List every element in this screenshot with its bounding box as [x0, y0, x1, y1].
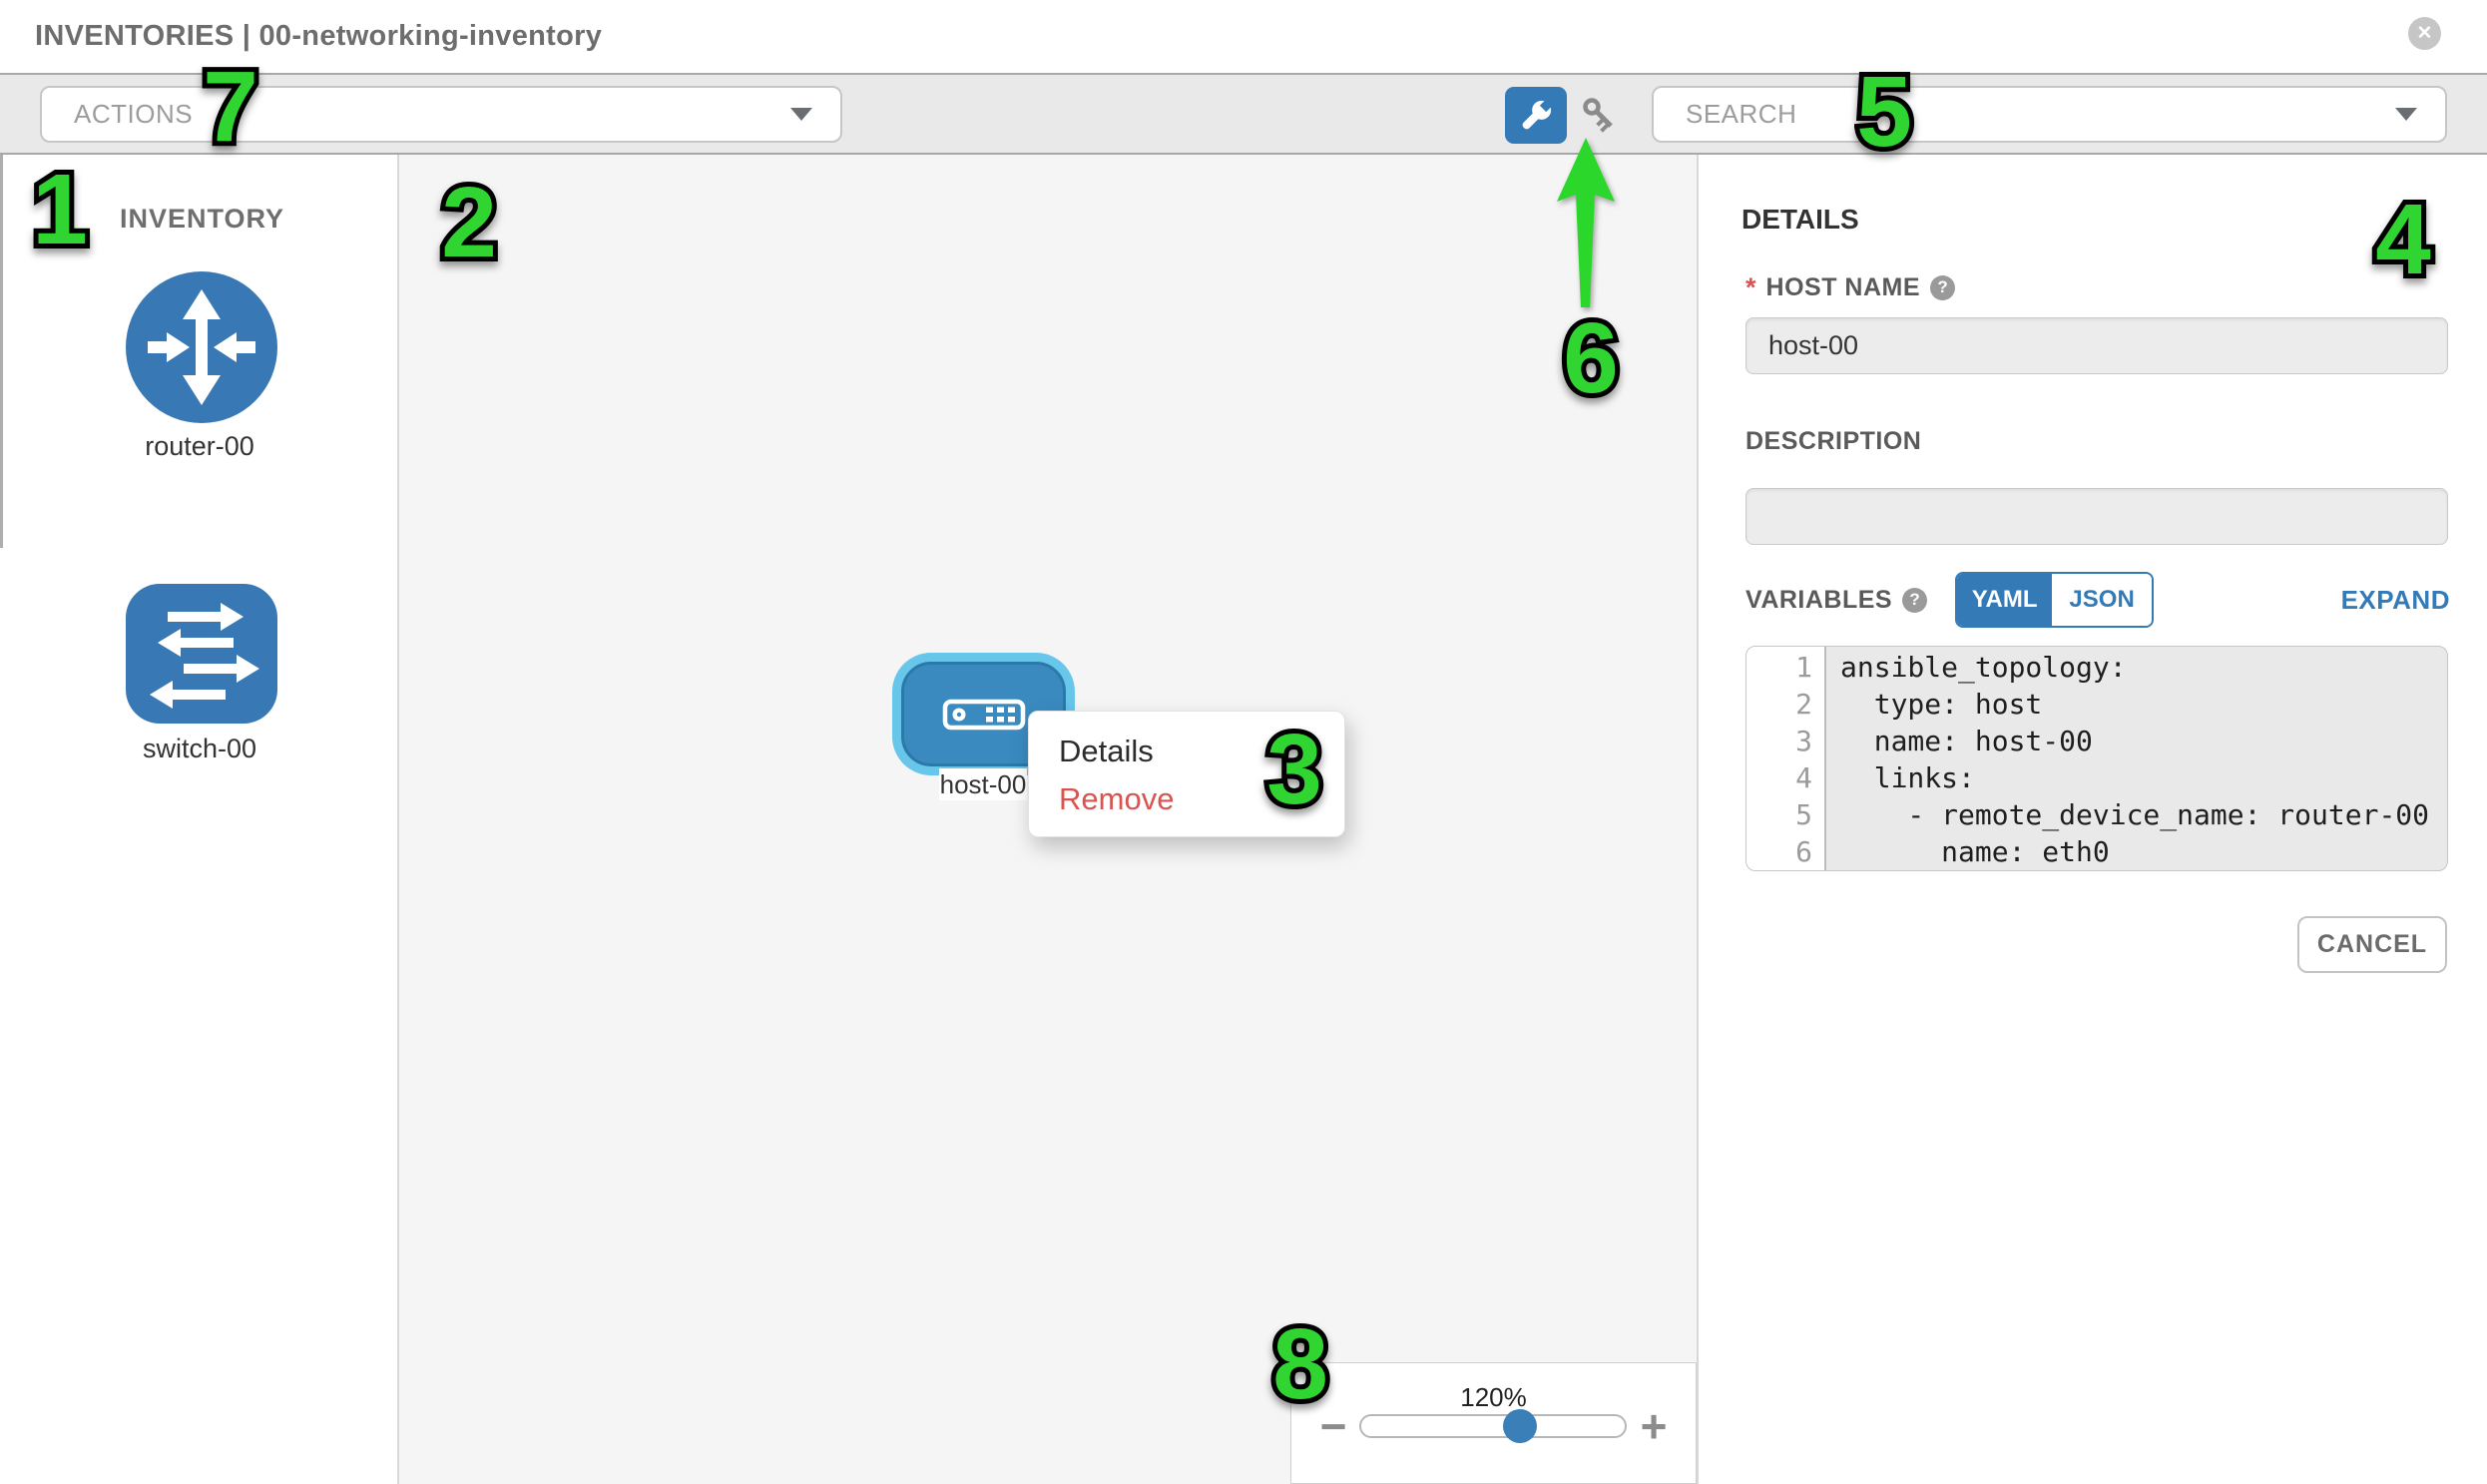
key-icon[interactable]: [1580, 97, 1626, 141]
annotation-arrow-up-icon: [1556, 138, 1616, 314]
variables-code-editor[interactable]: 1 2 3 4 5 6 7 ansible_topology: type: ho…: [1745, 646, 2448, 871]
palette-item-switch[interactable]: [126, 584, 277, 729]
actions-dropdown[interactable]: ACTIONS: [40, 86, 842, 143]
code-line: - remote_device_name: router-00: [1840, 798, 2430, 831]
toolbar-button[interactable]: [1505, 87, 1567, 144]
code-line: name: eth0: [1840, 835, 2110, 868]
description-field-label: DESCRIPTION: [1745, 427, 1922, 455]
code-line: type: host: [1840, 688, 2043, 721]
code-area[interactable]: ansible_topology: type: host name: host-…: [1826, 647, 2447, 870]
help-icon[interactable]: ?: [1930, 274, 1956, 300]
annotation-badge-1: 1: [27, 154, 93, 265]
zoom-level-readout: 120%: [1460, 1382, 1527, 1412]
line-number: 6: [1795, 835, 1812, 868]
search-dropdown-label: SEARCH: [1686, 99, 1797, 129]
switch-icon: [126, 584, 277, 724]
toggle-json[interactable]: JSON: [2052, 574, 2153, 626]
annotation-badge-4: 4: [2370, 184, 2436, 295]
code-line: links:: [1840, 761, 1975, 794]
chevron-down-icon: [2395, 108, 2417, 121]
context-menu-item-remove[interactable]: Remove: [1059, 781, 1175, 816]
required-asterisk: *: [1745, 271, 1756, 302]
cancel-button[interactable]: CANCEL: [2297, 916, 2447, 973]
code-line: name: host-00: [1840, 725, 2093, 757]
help-icon[interactable]: ?: [1902, 587, 1928, 613]
line-number: 5: [1795, 798, 1812, 831]
router-icon: [126, 271, 277, 423]
code-line: remote_interface_name: eth0: [1840, 870, 2447, 871]
variables-field-label: VARIABLES: [1745, 585, 1893, 614]
palette-item-router[interactable]: [126, 271, 277, 428]
host-node-label: host-00: [939, 768, 1027, 800]
annotation-badge-5: 5: [1851, 56, 1917, 168]
page-title: INVENTORIES | 00-networking-inventory: [35, 20, 603, 52]
inventory-palette-title: INVENTORY: [120, 204, 285, 234]
host-icon: [942, 699, 1025, 730]
zoom-slider-knob[interactable]: [1503, 1409, 1537, 1443]
chevron-down-icon: [790, 108, 812, 121]
line-number: 4: [1795, 761, 1812, 794]
line-number: 3: [1795, 725, 1812, 757]
annotation-badge-6: 6: [1558, 302, 1624, 414]
annotation-badge-2: 2: [436, 167, 502, 278]
toggle-yaml[interactable]: YAML: [1957, 574, 2053, 626]
hostname-field-label: HOST NAME: [1765, 272, 1921, 301]
variables-row: VARIABLES ? YAML JSON EXPAND: [1745, 572, 2450, 628]
line-number: 2: [1795, 688, 1812, 721]
toolbar: ACTIONS SEARCH: [0, 73, 2487, 155]
hostname-input[interactable]: host-00: [1745, 317, 2448, 374]
code-line: ansible_topology:: [1840, 651, 2127, 684]
zoom-out-button[interactable]: −: [1319, 1400, 1347, 1452]
annotation-badge-3: 3: [1261, 714, 1327, 825]
actions-dropdown-label: ACTIONS: [74, 99, 194, 129]
close-icon[interactable]: ✕: [2408, 17, 2441, 50]
annotation-badge-7: 7: [198, 51, 263, 163]
context-menu-item-details[interactable]: Details: [1059, 734, 1154, 768]
palette-item-label: switch-00: [142, 734, 257, 763]
line-number: 7: [1746, 870, 1812, 871]
line-number: 1: [1795, 651, 1812, 684]
variables-format-toggle: YAML JSON: [1955, 572, 2155, 628]
zoom-in-button[interactable]: +: [1640, 1400, 1668, 1452]
wrench-icon: [1522, 98, 1553, 129]
details-panel-title: DETAILS: [1741, 204, 1859, 235]
node-context-menu: Details Remove: [1028, 711, 1345, 837]
expand-link[interactable]: EXPAND: [2340, 584, 2450, 615]
annotation-badge-8: 8: [1267, 1308, 1333, 1420]
description-input[interactable]: [1745, 488, 2448, 545]
sidebar-scroll-track: [0, 155, 3, 548]
code-gutter: 1 2 3 4 5 6 7: [1746, 647, 1826, 870]
header: INVENTORIES | 00-networking-inventory ✕: [0, 0, 2487, 73]
hostname-field-row: * HOST NAME ?: [1745, 269, 1956, 305]
zoom-slider-track[interactable]: [1359, 1414, 1627, 1438]
search-dropdown[interactable]: SEARCH: [1652, 86, 2447, 143]
palette-item-label: router-00: [145, 431, 254, 461]
